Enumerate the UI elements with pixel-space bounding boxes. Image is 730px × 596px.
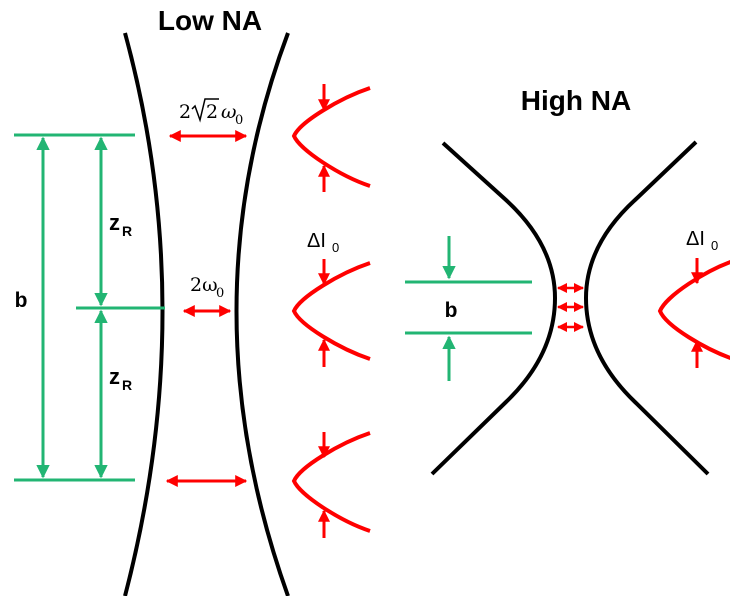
svg-text:R: R [122, 377, 132, 393]
rayleigh-range-label-upper: z R [109, 210, 132, 239]
delta-intensity-label-high: ΔI 0 [686, 228, 718, 253]
svg-text:2ω: 2ω [190, 274, 218, 296]
svg-text:z: z [109, 210, 120, 235]
low-na-panel: Low NA 2 2 ω 0 2ω 0 b z [10, 5, 371, 596]
intensity-profile-top [291, 84, 371, 192]
high-na-title: High NA [521, 85, 631, 116]
svg-text:0: 0 [235, 113, 243, 128]
low-na-beam-left-edge [123, 32, 165, 596]
high-na-beam-left-edge [430, 141, 558, 476]
svg-text:ΔI: ΔI [686, 228, 705, 250]
waist-width-label: 2ω 0 [190, 274, 224, 301]
zr-label-lower-bg [104, 362, 138, 392]
intensity-profile-middle: ΔI 0 [291, 230, 371, 367]
svg-text:2: 2 [179, 101, 191, 123]
svg-text:0: 0 [332, 240, 339, 255]
svg-text:2: 2 [206, 101, 218, 123]
high-na-confocal-label: b [445, 299, 458, 322]
confocal-parameter-label: b [15, 289, 28, 312]
svg-text:0: 0 [711, 238, 718, 253]
rayleigh-width-label: 2 2 ω 0 [179, 98, 243, 128]
svg-text:0: 0 [216, 286, 224, 301]
svg-text:ΔI: ΔI [307, 230, 326, 252]
intensity-profile-bottom [291, 431, 371, 538]
high-na-panel: High NA b ΔI 0 [405, 85, 730, 476]
delta-intensity-label-low: ΔI 0 [307, 230, 339, 255]
sqrt-sign [191, 98, 219, 123]
zr-label-upper-bg [104, 208, 138, 238]
high-na-intensity-profile: ΔI 0 [657, 228, 730, 368]
b-label-bg [10, 285, 34, 313]
high-na-beam-right-edge [583, 140, 710, 476]
svg-text:z: z [109, 364, 120, 389]
low-na-beam-right-edge [234, 32, 290, 596]
svg-text:R: R [122, 223, 132, 239]
svg-text:ω: ω [221, 101, 237, 123]
rayleigh-range-label-lower: z R [109, 364, 132, 393]
low-na-title: Low NA [158, 5, 262, 36]
